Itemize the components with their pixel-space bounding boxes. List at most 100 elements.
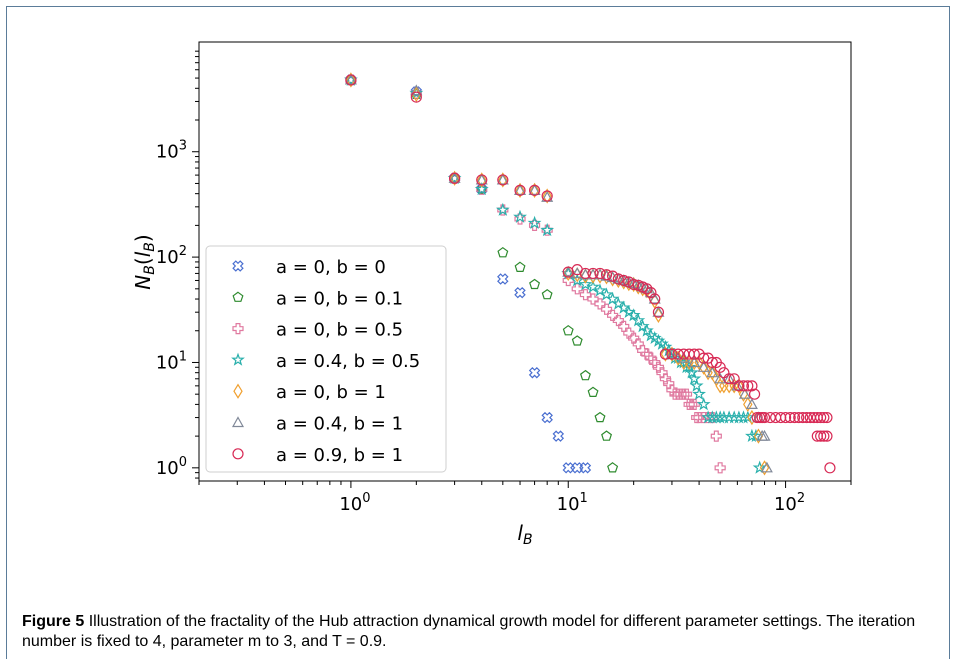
legend-marker: [232, 260, 244, 272]
data-point: [344, 73, 357, 85]
data-point: [579, 369, 591, 381]
data-point: [600, 269, 613, 281]
data-point: [477, 172, 487, 188]
data-point: [571, 335, 583, 346]
data-point: [653, 307, 664, 323]
legend-marker: [231, 416, 245, 428]
data-point: [710, 430, 722, 442]
data-point: [788, 411, 801, 424]
data-point: [587, 267, 599, 280]
legend-marker: [231, 352, 245, 366]
legend-marker: [232, 323, 244, 335]
data-point: [514, 261, 526, 272]
data-point: [759, 460, 770, 476]
data-point: [562, 274, 574, 287]
data-point: [740, 410, 755, 424]
data-point: [818, 411, 830, 424]
data-point: [645, 287, 657, 299]
data-point: [552, 430, 565, 442]
data-point: [663, 378, 675, 390]
data-point: [745, 398, 758, 409]
legend-label: a = 0.4, b = 1: [276, 414, 403, 435]
data-point: [449, 172, 461, 184]
data-point: [652, 361, 665, 373]
data-point: [612, 272, 625, 284]
legend-item: a = 0, b = 0.1: [232, 288, 403, 309]
data-point: [527, 215, 542, 230]
data-point: [514, 213, 526, 225]
data-point: [688, 398, 700, 410]
data-point: [628, 332, 640, 344]
series-7: [345, 74, 836, 474]
legend-item: a = 0.4, b = 0.5: [231, 351, 420, 372]
data-point: [656, 367, 668, 379]
data-point: [652, 306, 665, 318]
data-point: [645, 352, 657, 364]
data-point: [760, 461, 773, 473]
data-point: [594, 267, 606, 280]
data-point: [687, 371, 702, 385]
data-point: [684, 365, 699, 379]
data-point: [697, 361, 710, 372]
data-marks: [344, 72, 836, 476]
data-point: [742, 380, 754, 392]
data-point: [612, 314, 624, 327]
data-point: [607, 270, 619, 282]
legend-label: a = 0, b = 0: [276, 257, 386, 278]
data-point: [515, 182, 525, 198]
legend-box: [205, 245, 447, 473]
data-point: [686, 398, 698, 410]
data-point: [447, 171, 462, 185]
data-point: [652, 305, 665, 317]
data-point: [528, 366, 541, 379]
data-point: [600, 303, 613, 315]
x-tick-label: 102: [774, 491, 805, 515]
legend-item: a = 0.9, b = 1: [232, 445, 403, 466]
data-point: [409, 85, 424, 100]
data-point: [498, 172, 508, 188]
data-point: [529, 278, 541, 290]
data-point: [731, 379, 744, 391]
data-point: [692, 386, 706, 401]
data-point: [688, 356, 701, 368]
data-point: [618, 274, 630, 287]
data-point: [818, 430, 830, 442]
data-point: [497, 174, 509, 186]
figure-frame: [6, 6, 950, 659]
data-point: [617, 274, 630, 286]
data-point: [779, 411, 792, 424]
data-point: [659, 348, 672, 360]
x-tick-label: 100: [339, 491, 370, 515]
data-point: [736, 410, 751, 424]
data-point: [815, 430, 827, 442]
figure-caption: Figure 5 Illustration of the fractality …: [22, 612, 942, 652]
legend-label: a = 0, b = 1: [276, 382, 386, 403]
data-point: [821, 430, 833, 442]
data-point: [706, 356, 718, 369]
x-axis-label: lB: [517, 521, 532, 548]
legend: a = 0, b = 0 a = 0, b = 0.1 a = 0, b = 0.5…: [205, 245, 447, 473]
data-point: [514, 184, 526, 196]
data-point: [641, 348, 653, 360]
data-point: [698, 359, 709, 375]
data-point: [475, 173, 488, 185]
data-point: [541, 411, 553, 424]
y-tick-label: 100: [156, 455, 187, 479]
data-point: [513, 209, 527, 223]
legend-marker: [233, 383, 243, 399]
x-tick-label: 101: [557, 491, 588, 515]
data-point: [752, 460, 767, 474]
data-point: [626, 308, 641, 322]
data-point: [715, 378, 725, 394]
data-point: [746, 380, 758, 392]
data-point: [578, 277, 593, 291]
data-point: [587, 386, 599, 397]
data-point: [623, 327, 635, 339]
data-point: [696, 397, 711, 411]
data-point: [541, 190, 553, 202]
y-axis: 100 101 102 103: [156, 50, 199, 479]
data-point: [659, 373, 672, 385]
data-point: [495, 202, 510, 216]
data-point: [607, 462, 619, 473]
legend-label: a = 0, b = 0.5: [276, 320, 403, 341]
